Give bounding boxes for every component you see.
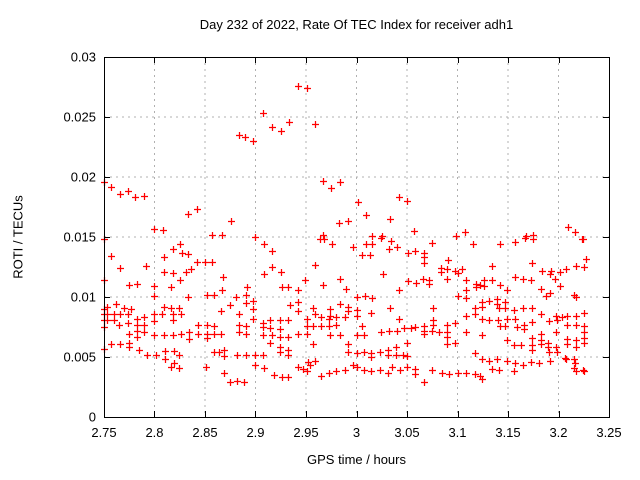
x-axis-label: GPS time / hours <box>307 452 406 467</box>
x-tick-label: 2.75 <box>91 425 116 440</box>
x-tick-label: 3.05 <box>394 425 419 440</box>
x-tick-label: 2.8 <box>145 425 163 440</box>
x-tick-label: 3.15 <box>495 425 520 440</box>
y-tick-label: 0.025 <box>63 110 96 125</box>
x-tick-label: 3.2 <box>549 425 567 440</box>
x-tick-label: 3.25 <box>596 425 621 440</box>
tick-labels: 2.75 2.8 2.85 2.9 2.95 3 3.05 3.1 3.15 3.2 3.25 0 0.… <box>63 50 621 441</box>
x-tick-label: 3 <box>353 425 360 440</box>
x-tick-label: 2.9 <box>246 425 264 440</box>
y-tick-label: 0 <box>89 410 96 425</box>
y-tick-label: 0.015 <box>63 230 96 245</box>
x-tick-label: 2.95 <box>293 425 318 440</box>
y-tick-label: 0.01 <box>71 290 96 305</box>
plot-border <box>104 57 610 418</box>
y-tick-label: 0.005 <box>63 350 96 365</box>
y-tick-label: 0.02 <box>71 170 96 185</box>
x-tick-label: 3.1 <box>448 425 466 440</box>
y-axis-label: ROTI / TECUs <box>10 195 26 279</box>
chart-title: Day 232 of 2022, Rate Of TEC Index for r… <box>199 17 514 32</box>
data-points <box>101 83 590 386</box>
y-tick-label: 0.03 <box>71 50 96 65</box>
x-tick-label: 2.85 <box>192 425 217 440</box>
